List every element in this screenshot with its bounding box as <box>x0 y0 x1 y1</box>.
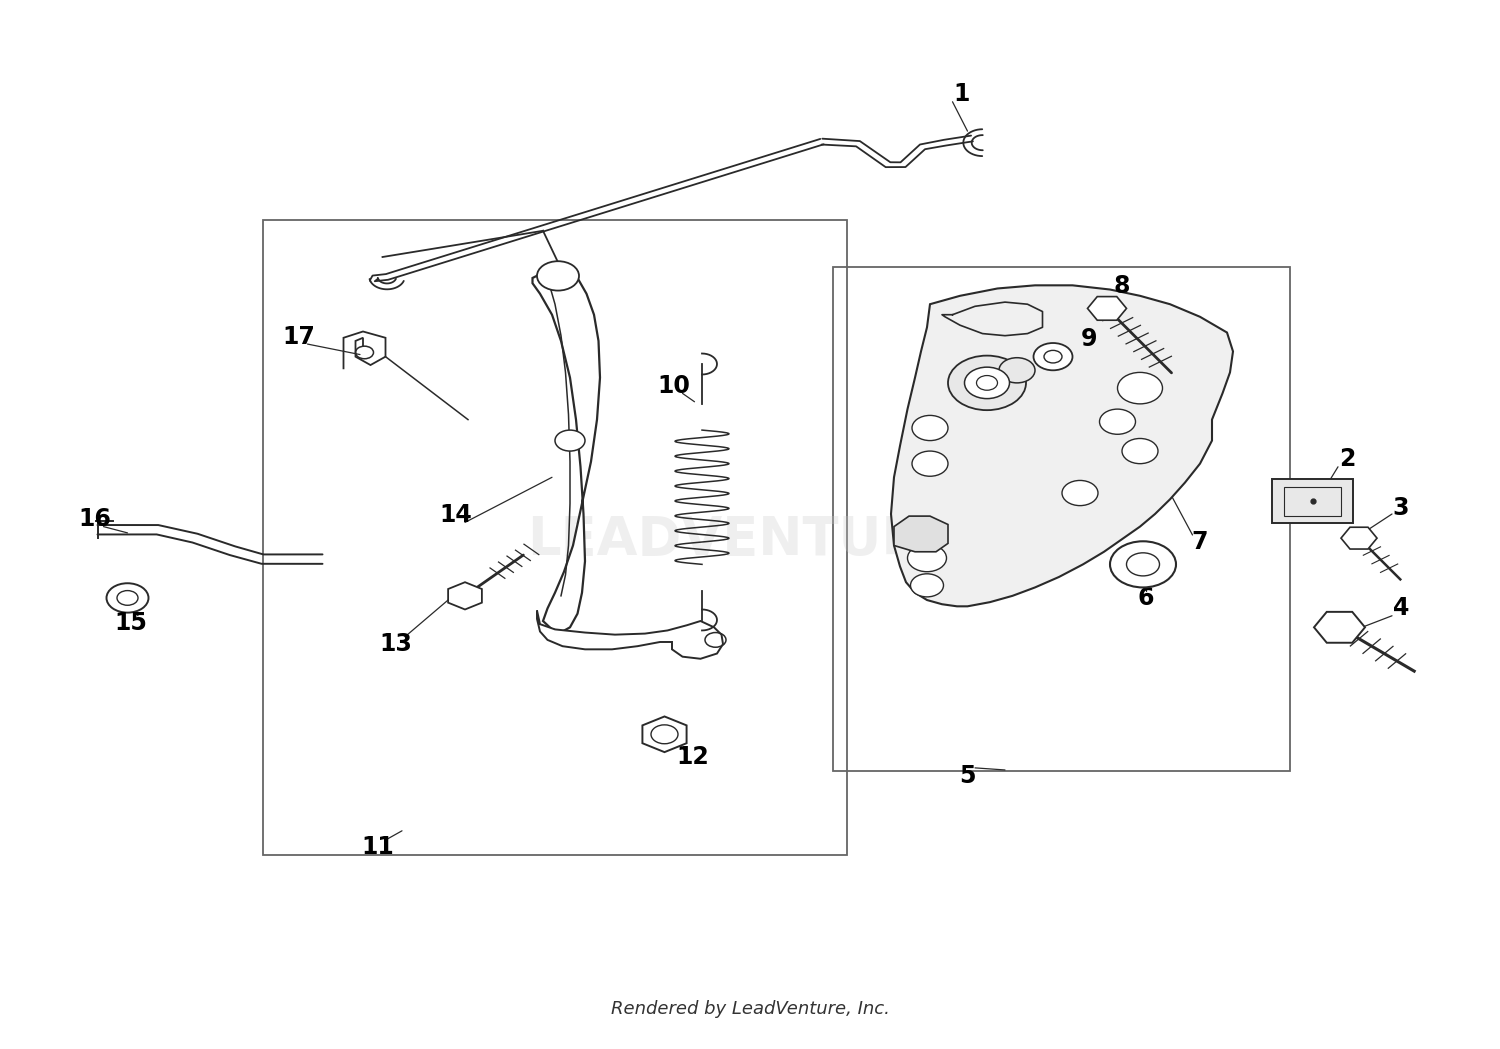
Bar <box>833 267 1290 771</box>
Circle shape <box>1034 343 1072 370</box>
Circle shape <box>537 261 579 291</box>
Circle shape <box>555 430 585 451</box>
Circle shape <box>1118 372 1162 404</box>
Circle shape <box>908 544 946 572</box>
Polygon shape <box>894 516 948 552</box>
Circle shape <box>1062 480 1098 506</box>
Text: 4: 4 <box>1394 597 1408 620</box>
Text: 14: 14 <box>440 504 472 527</box>
Text: 1: 1 <box>954 83 969 106</box>
Circle shape <box>106 583 148 613</box>
Text: 13: 13 <box>380 633 412 656</box>
Polygon shape <box>891 285 1233 606</box>
Text: Rendered by LeadVenture, Inc.: Rendered by LeadVenture, Inc. <box>610 1000 890 1019</box>
Circle shape <box>912 451 948 476</box>
Polygon shape <box>448 582 482 609</box>
Circle shape <box>948 356 1026 410</box>
Circle shape <box>1122 438 1158 464</box>
Polygon shape <box>642 716 687 752</box>
Polygon shape <box>1341 528 1377 549</box>
Text: 17: 17 <box>282 325 315 348</box>
Circle shape <box>1110 541 1176 587</box>
Bar <box>262 220 847 855</box>
Text: 2: 2 <box>1340 448 1354 471</box>
Text: 3: 3 <box>1392 496 1410 519</box>
Text: 5: 5 <box>960 765 975 788</box>
Circle shape <box>912 415 948 441</box>
Text: 8: 8 <box>1113 275 1131 298</box>
Text: 10: 10 <box>657 374 690 398</box>
Text: 6: 6 <box>1137 586 1155 609</box>
Text: 16: 16 <box>78 508 111 531</box>
Text: 9: 9 <box>1080 327 1096 350</box>
Circle shape <box>1100 409 1136 434</box>
Text: LEADVENTURE: LEADVENTURE <box>526 514 958 566</box>
Circle shape <box>910 574 944 597</box>
Text: 15: 15 <box>114 612 147 635</box>
Circle shape <box>999 358 1035 383</box>
Circle shape <box>964 367 1010 399</box>
Text: 11: 11 <box>362 835 394 858</box>
Text: 12: 12 <box>676 746 710 769</box>
FancyBboxPatch shape <box>1272 479 1353 523</box>
Polygon shape <box>537 611 723 659</box>
Polygon shape <box>1314 612 1365 643</box>
Text: 7: 7 <box>1191 531 1209 554</box>
Polygon shape <box>532 269 600 631</box>
Polygon shape <box>1088 297 1126 320</box>
